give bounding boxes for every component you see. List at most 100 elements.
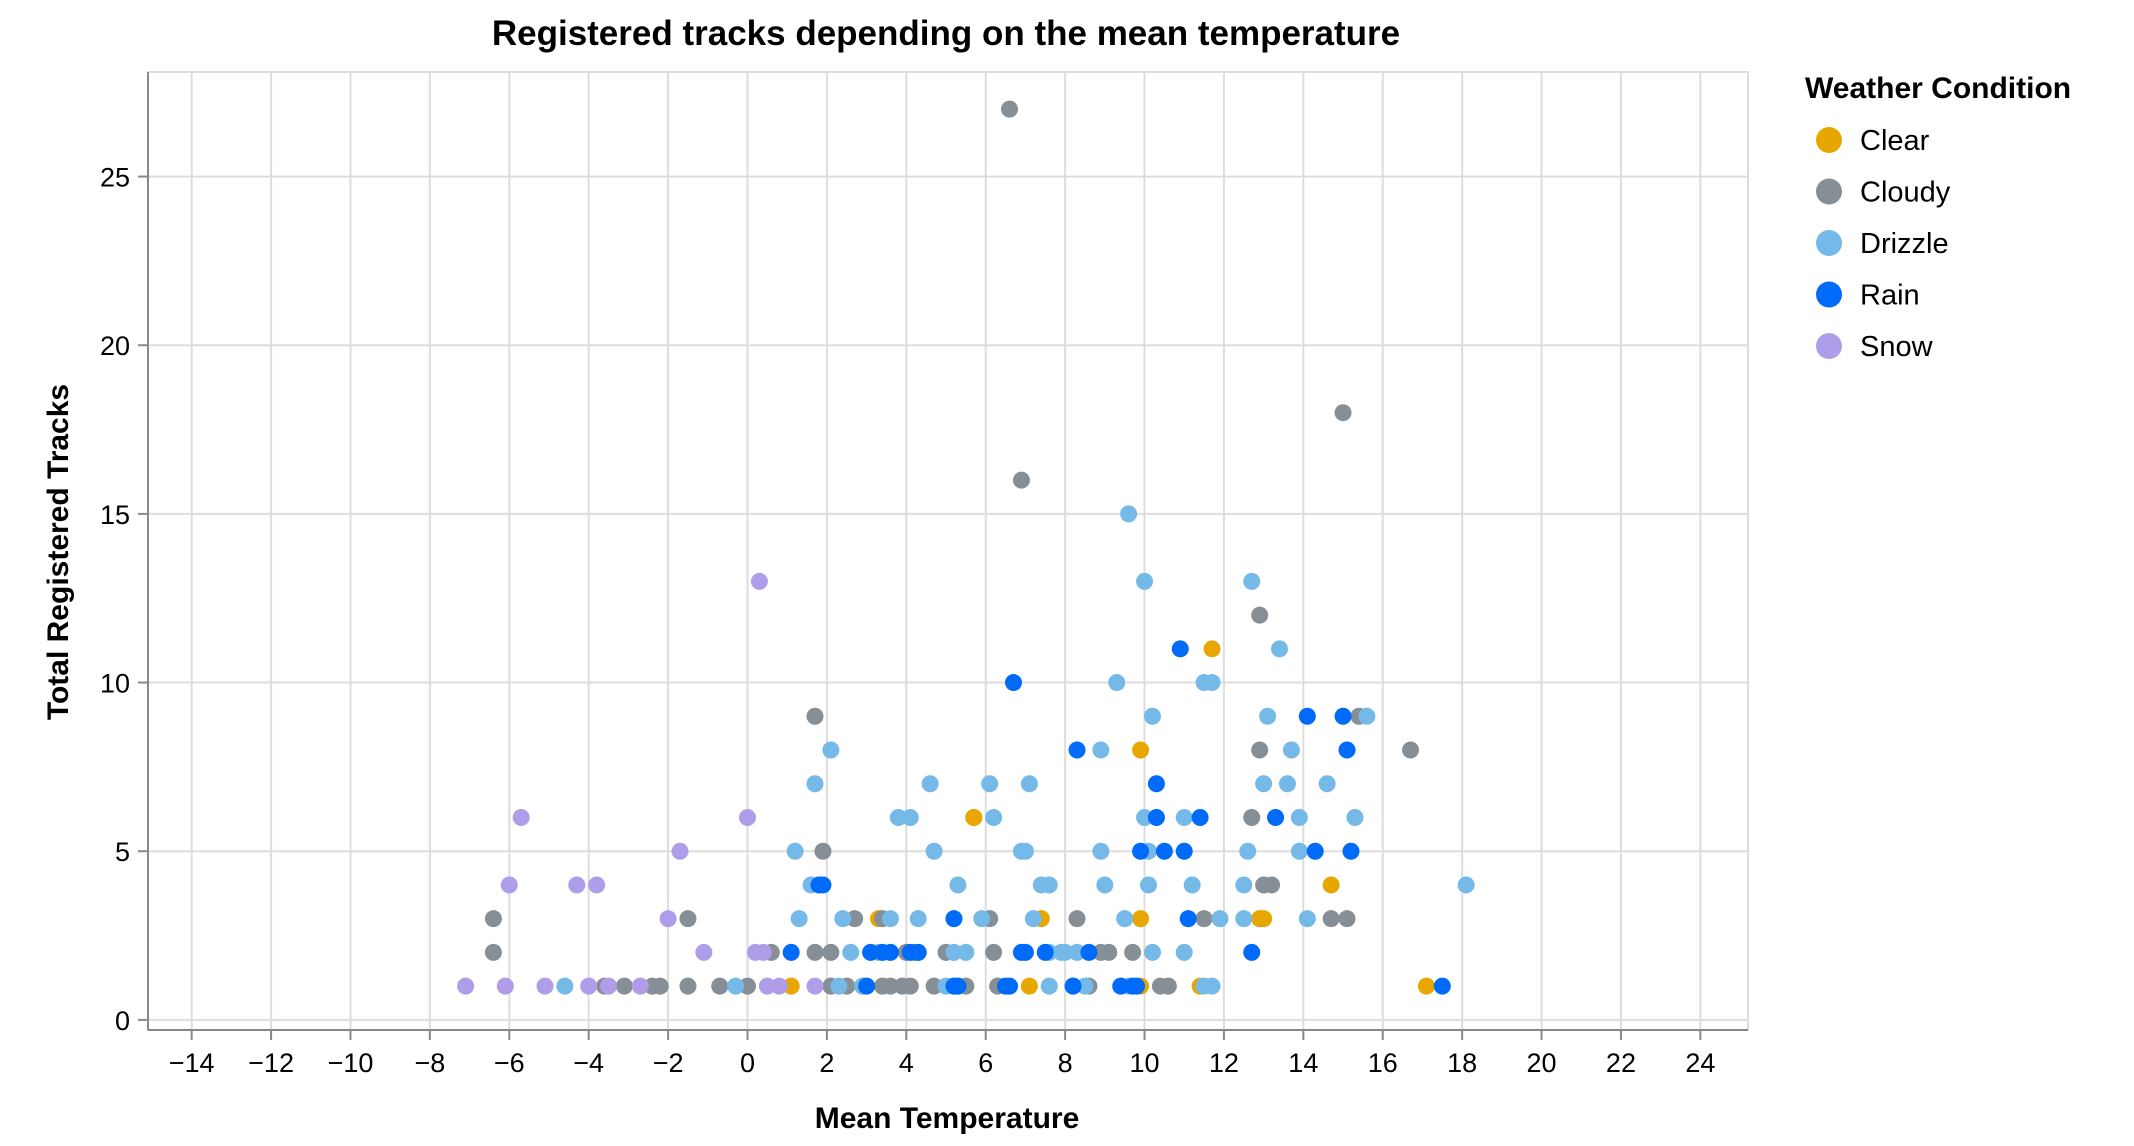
data-point-drizzle [556, 977, 574, 995]
x-tick-label: −8 [414, 1048, 445, 1078]
data-point-drizzle [1108, 674, 1126, 692]
data-point-drizzle [806, 775, 824, 793]
data-point-rain [1175, 842, 1193, 860]
series-cloudy [484, 100, 1420, 995]
data-point-rain [782, 943, 800, 961]
data-point-snow [631, 977, 649, 995]
data-point-rain [814, 876, 832, 894]
data-point-cloudy [739, 977, 757, 995]
data-point-cloudy [901, 977, 919, 995]
x-axis-title: Mean Temperature [815, 1102, 1080, 1135]
data-point-cloudy [1251, 606, 1269, 624]
series-clear [782, 640, 1435, 995]
data-point-clear [965, 808, 983, 826]
y-axis-title: Total Registered Tracks [42, 384, 75, 720]
data-point-snow [758, 977, 776, 995]
data-point-drizzle [1282, 741, 1300, 759]
data-point-drizzle [1203, 674, 1221, 692]
data-point-rain [1036, 943, 1054, 961]
data-point-snow [671, 842, 689, 860]
data-point-drizzle [1024, 910, 1042, 928]
data-point-drizzle [1092, 741, 1110, 759]
data-point-rain [1191, 808, 1209, 826]
data-point-snow [739, 808, 757, 826]
data-point-cloudy [1124, 943, 1142, 961]
x-tick-label: −4 [573, 1048, 604, 1078]
data-point-snow [512, 808, 530, 826]
data-point-cloudy [484, 943, 502, 961]
legend-label-snow: Snow [1860, 331, 1934, 363]
data-point-clear [1322, 876, 1340, 894]
data-point-drizzle [1020, 775, 1038, 793]
data-point-rain [1298, 707, 1316, 725]
data-point-rain [1338, 741, 1356, 759]
data-point-cloudy [1251, 741, 1269, 759]
legend-label-drizzle: Drizzle [1860, 228, 1949, 260]
x-tick-label: −10 [328, 1048, 374, 1078]
legend-swatch-rain [1816, 281, 1842, 308]
data-point-cloudy [985, 943, 1003, 961]
data-point-drizzle [985, 808, 1003, 826]
data-point-snow [750, 572, 768, 590]
data-point-cloudy [1402, 741, 1420, 759]
data-point-drizzle [1203, 977, 1221, 995]
data-point-rain [1132, 842, 1150, 860]
data-point-drizzle [790, 910, 808, 928]
data-point-cloudy [1334, 404, 1352, 422]
legend-swatch-drizzle [1816, 230, 1842, 256]
legend: Weather Condition Clear Cloudy Drizzle Rain… [1805, 72, 2071, 363]
scatter-points [457, 100, 1475, 995]
data-point-cloudy [484, 910, 502, 928]
data-point-rain [1243, 943, 1261, 961]
data-point-drizzle [1358, 707, 1376, 725]
data-point-drizzle [1136, 572, 1154, 590]
data-point-drizzle [1175, 808, 1193, 826]
x-tick-label: 18 [1447, 1048, 1477, 1078]
data-point-drizzle [1040, 876, 1058, 894]
y-tick-label: 10 [100, 669, 130, 699]
data-point-cloudy [1263, 876, 1281, 894]
data-point-snow [568, 876, 586, 894]
series-rain [782, 640, 1451, 995]
data-point-cloudy [822, 943, 840, 961]
data-point-cloudy [651, 977, 669, 995]
data-point-snow [580, 977, 598, 995]
data-point-drizzle [901, 808, 919, 826]
x-tick-label: 20 [1527, 1048, 1557, 1078]
data-point-cloudy [806, 943, 824, 961]
x-tick-label: 4 [899, 1048, 914, 1078]
data-point-rain [858, 977, 876, 995]
data-point-snow [806, 977, 824, 995]
x-tick-label: 22 [1606, 1048, 1636, 1078]
data-point-drizzle [1116, 910, 1134, 928]
legend-label-cloudy: Cloudy [1860, 177, 1951, 209]
data-point-drizzle [842, 943, 860, 961]
data-point-rain [1306, 842, 1324, 860]
data-point-drizzle [1076, 977, 1094, 995]
data-point-rain [1334, 707, 1352, 725]
legend-swatch-snow [1816, 333, 1842, 359]
data-point-drizzle [1143, 707, 1161, 725]
data-point-drizzle [1278, 775, 1296, 793]
legend-swatch-clear [1816, 127, 1842, 153]
data-point-drizzle [1239, 842, 1257, 860]
data-point-snow [600, 977, 618, 995]
y-tick-label: 20 [100, 331, 130, 361]
data-point-drizzle [1457, 876, 1475, 894]
data-point-drizzle [1040, 977, 1058, 995]
data-point-drizzle [1318, 775, 1336, 793]
data-point-drizzle [830, 977, 848, 995]
data-point-clear [1132, 910, 1150, 928]
data-point-clear [1417, 977, 1435, 995]
data-point-rain [862, 943, 880, 961]
data-point-cloudy [1322, 910, 1340, 928]
data-point-drizzle [1271, 640, 1289, 658]
data-point-rain [1005, 674, 1023, 692]
x-tick-label: −12 [248, 1048, 294, 1078]
data-point-drizzle [1255, 775, 1273, 793]
data-point-snow [588, 876, 606, 894]
x-tick-label: 10 [1130, 1048, 1160, 1078]
data-point-drizzle [1068, 943, 1086, 961]
data-point-drizzle [1183, 876, 1201, 894]
data-point-drizzle [1235, 910, 1253, 928]
